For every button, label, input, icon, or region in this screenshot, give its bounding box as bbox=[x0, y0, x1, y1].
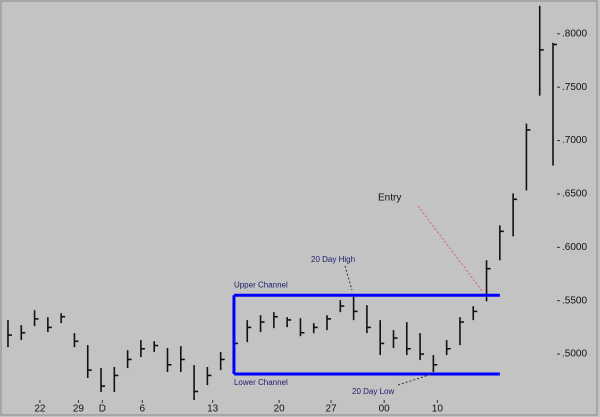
x-tick-label: D bbox=[99, 404, 106, 415]
x-tick-label: 00 bbox=[379, 404, 391, 415]
y-tick-label: .8000 bbox=[562, 28, 587, 39]
leader-line bbox=[397, 373, 433, 386]
annotation: 20 Day High bbox=[311, 255, 355, 264]
annotation: 20 Day Low bbox=[352, 387, 394, 396]
x-tick-label: 10 bbox=[432, 404, 444, 415]
y-tick-label: .6000 bbox=[562, 242, 587, 253]
y-tick-label: .5500 bbox=[562, 295, 587, 306]
x-tick-label: 27 bbox=[325, 404, 337, 415]
y-tick-label: .6500 bbox=[562, 189, 587, 200]
leader-line bbox=[344, 265, 353, 291]
annotation: Upper Channel bbox=[234, 280, 288, 289]
annotation: Entry bbox=[378, 193, 401, 204]
y-tick-label: .5000 bbox=[562, 349, 587, 360]
annotation: Lower Channel bbox=[234, 378, 288, 387]
x-tick-label: 29 bbox=[73, 404, 85, 415]
leader-line bbox=[417, 205, 484, 293]
y-tick-label: .7000 bbox=[562, 135, 587, 146]
y-tick-label: .7500 bbox=[562, 82, 587, 93]
x-tick-label: 22 bbox=[34, 404, 46, 415]
x-tick-label: 13 bbox=[207, 404, 219, 415]
x-tick-label: 6 bbox=[139, 404, 145, 415]
x-tick-label: 20 bbox=[274, 404, 286, 415]
